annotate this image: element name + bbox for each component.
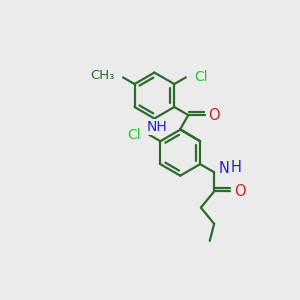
Text: H: H <box>230 160 241 175</box>
Text: N: N <box>219 161 230 176</box>
Text: Cl: Cl <box>194 70 208 84</box>
Text: Cl: Cl <box>127 128 141 142</box>
Text: O: O <box>208 108 220 123</box>
Text: O: O <box>234 184 246 199</box>
Text: NH: NH <box>147 120 168 134</box>
Text: CH₃: CH₃ <box>90 69 115 82</box>
